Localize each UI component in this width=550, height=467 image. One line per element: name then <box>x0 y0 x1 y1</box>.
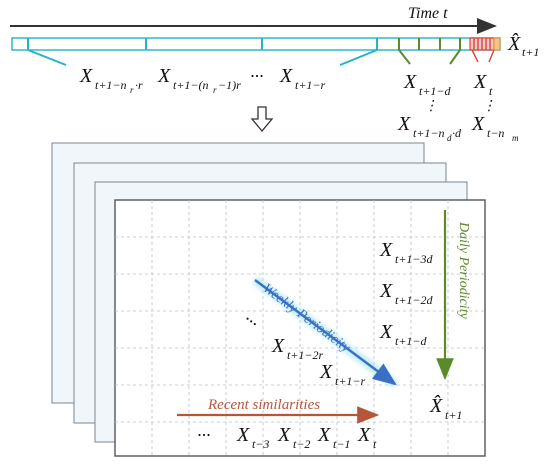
svg-text:r: r <box>213 85 217 95</box>
svg-text:t+1: t+1 <box>522 45 539 59</box>
svg-text:d: d <box>447 133 452 143</box>
svg-text:X̂: X̂ <box>429 394 443 417</box>
svg-text:t−3: t−3 <box>252 437 269 451</box>
timeline-prediction-label: X̂ t+1 <box>507 32 539 59</box>
recent-ticks <box>469 37 501 63</box>
svg-text:t−n: t−n <box>487 126 504 140</box>
stacked-panels <box>51 142 486 457</box>
svg-text:m: m <box>512 133 519 143</box>
daily-vdots: ⋮ <box>424 99 438 114</box>
svg-text:·r: ·r <box>135 78 143 92</box>
svg-text:X: X <box>317 424 331 446</box>
svg-text:X: X <box>279 65 293 87</box>
down-arrow-icon <box>250 106 274 133</box>
svg-text:t+1−r: t+1−r <box>295 78 326 92</box>
svg-text:t−1: t−1 <box>333 437 350 451</box>
weekly-periodicity-arrow <box>254 279 397 386</box>
panel-prediction-label: X̂ t+1 <box>429 394 462 422</box>
svg-text:t+1−r: t+1−r <box>335 374 366 388</box>
daily-term-2: X t+1−2d <box>379 280 434 307</box>
svg-text:t+1−d: t+1−d <box>395 334 428 348</box>
weekly-ticks <box>27 38 378 50</box>
svg-text:X̂: X̂ <box>507 32 521 55</box>
weekly-sample-2: X t+1−(n r −1)r <box>157 65 241 95</box>
timeline: Time t <box>10 5 539 143</box>
daily-ticks <box>398 38 461 65</box>
recent-term-1: X t−3 <box>236 424 269 451</box>
svg-text:−1)r: −1)r <box>218 78 241 92</box>
daily-sample-2: X t+1−n d ·d <box>397 113 462 143</box>
panel-grid <box>115 200 485 456</box>
svg-text:X: X <box>379 321 393 343</box>
recent-term-2: X t−2 <box>277 424 310 451</box>
weekly-ellipsis: ··· <box>250 66 264 86</box>
time-axis-label: Time t <box>408 5 448 22</box>
svg-text:t+1−3d: t+1−3d <box>395 252 434 266</box>
recent-sample-1: X t <box>473 71 493 98</box>
recent-term-3: X t−1 <box>317 424 350 451</box>
svg-text:X: X <box>379 280 393 302</box>
svg-text:X: X <box>236 424 250 446</box>
svg-text:X: X <box>271 335 285 357</box>
recent-similarities-label: Recent similarities <box>207 397 320 413</box>
svg-text:X: X <box>471 113 485 135</box>
svg-text:X: X <box>79 65 93 87</box>
timeline-bar <box>11 37 501 51</box>
weekly-term-2: X t+1−r <box>319 361 366 388</box>
svg-text:·d: ·d <box>452 126 462 140</box>
weekly-term-1: X t+1−2r <box>271 335 324 362</box>
svg-text:t+1−d: t+1−d <box>419 84 452 98</box>
daily-periodicity-label: Daily Periodicity <box>456 221 471 320</box>
recent-vdots: ⋮ <box>482 99 496 114</box>
svg-text:t+1−(n: t+1−(n <box>173 78 209 92</box>
svg-text:t+1−n: t+1−n <box>413 126 445 140</box>
weekly-sample-3: X t+1−r <box>279 65 326 92</box>
svg-text:X: X <box>397 113 411 135</box>
svg-text:t: t <box>489 84 493 98</box>
svg-text:t+1−n: t+1−n <box>95 78 127 92</box>
svg-text:X: X <box>319 361 333 383</box>
svg-text:t+1−2r: t+1−2r <box>287 348 324 362</box>
svg-text:t+1−2d: t+1−2d <box>395 293 434 307</box>
svg-text:r: r <box>130 85 134 95</box>
svg-text:X: X <box>277 424 291 446</box>
recent-ellipsis-panel: ··· <box>197 425 211 445</box>
svg-text:X: X <box>379 239 393 261</box>
svg-text:X: X <box>473 71 487 93</box>
svg-text:X: X <box>357 424 371 446</box>
svg-text:X: X <box>157 65 171 87</box>
recent-term-4: X t <box>357 424 377 451</box>
daily-term-3: X t+1−d <box>379 321 428 348</box>
recent-sample-2: X t−n m <box>471 113 519 143</box>
svg-text:X: X <box>403 71 417 93</box>
svg-text:t−2: t−2 <box>293 437 310 451</box>
svg-text:t: t <box>373 437 377 451</box>
daily-sample-1: X t+1−d <box>403 71 452 98</box>
daily-term-1: X t+1−3d <box>379 239 434 266</box>
weekly-sample-1: X t+1−n r ·r <box>79 65 143 95</box>
weekly-brackets <box>27 49 378 66</box>
svg-text:t+1: t+1 <box>445 408 462 422</box>
